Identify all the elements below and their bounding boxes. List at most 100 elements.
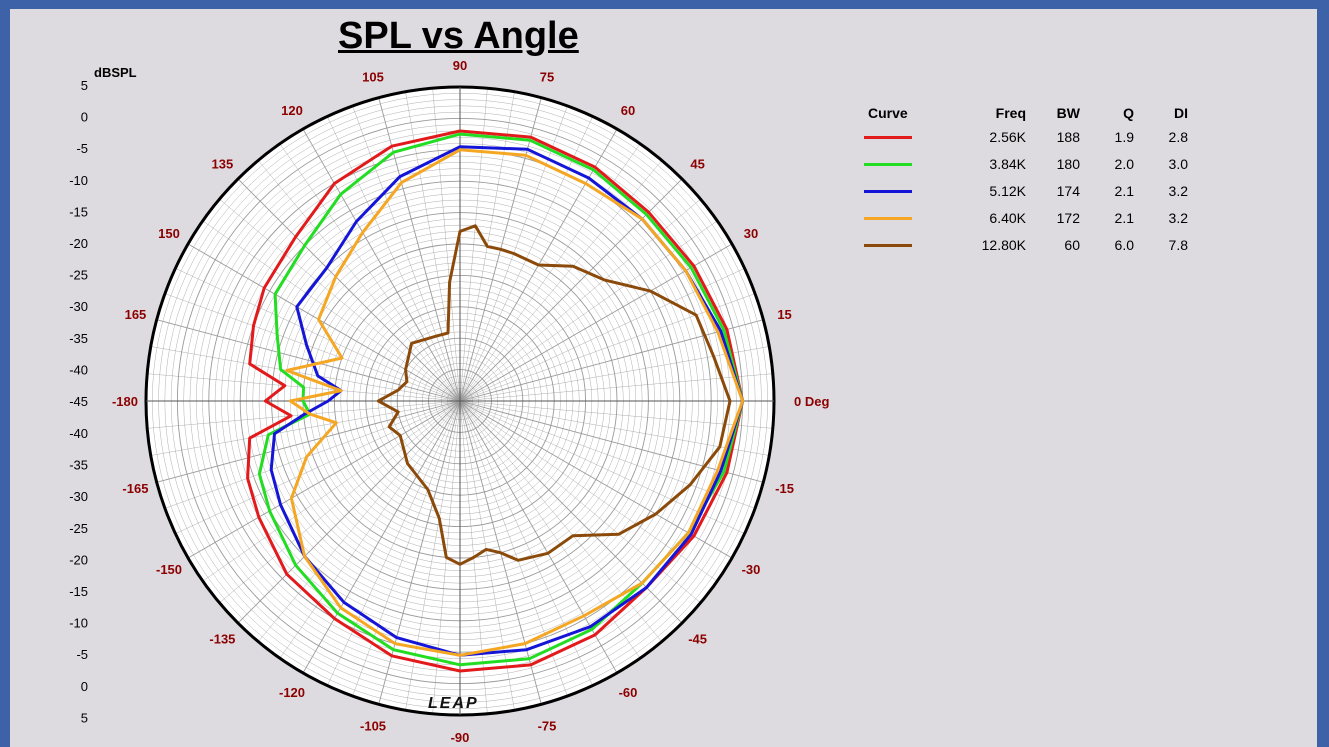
radial-tick-label: -5: [76, 647, 88, 662]
angle-gridline: [459, 400, 641, 659]
radial-axis-label: dBSPL: [94, 65, 137, 80]
angle-gridline: [459, 400, 733, 559]
radial-tick-label: -40: [69, 362, 88, 377]
radial-tick-label: -10: [69, 173, 88, 188]
radial-tick-label: 5: [81, 78, 88, 93]
legend-row: 6.40K 172 2.1 3.2: [860, 204, 1188, 231]
legend-swatch: [864, 217, 912, 221]
radial-tick-label: -30: [69, 489, 88, 504]
legend-q: 2.1: [1114, 209, 1134, 226]
legend-di: 3.2: [1168, 209, 1188, 226]
radial-tick-label: 5: [81, 710, 88, 725]
angle-gridline: [150, 346, 461, 402]
legend-q: 2.1: [1114, 182, 1134, 199]
angle-gridline: [459, 143, 641, 402]
angle-gridline: [202, 400, 461, 582]
legend-freq: 5.12K: [989, 182, 1026, 199]
chart-title: SPL vs Angle: [338, 15, 579, 57]
axis-labels: 0 Deg 15 30 45 60 75 90 105 120 135 150 165 -180 -15 -…: [69, 58, 829, 745]
legend-swatch-cell: [860, 150, 930, 177]
legend-row: 5.12K 174 2.1 3.2: [860, 177, 1188, 204]
angle-gridline: [459, 220, 718, 402]
angle-label: -90: [451, 730, 470, 745]
angle-label: 0 Deg: [794, 394, 829, 409]
legend-header-row: Curve Freq BW Q DI: [860, 103, 1188, 123]
angle-gridline: [302, 128, 461, 402]
polar-grid: [144, 85, 776, 717]
angle-gridline: [459, 400, 764, 483]
legend-swatch-cell: [860, 123, 930, 150]
legend-row: 12.80K 60 6.0 7.8: [860, 231, 1188, 258]
angle-gridline: [164, 400, 461, 509]
angle-gridline: [237, 400, 461, 624]
angle-label: 90: [453, 58, 467, 73]
radial-tick-label: -45: [69, 394, 88, 409]
angle-gridline: [352, 105, 461, 402]
angle-label: -105: [360, 719, 386, 734]
angle-gridline: [459, 178, 683, 402]
angle-gridline: [156, 319, 461, 402]
angle-label: 75: [540, 69, 554, 84]
radial-tick-label: -15: [69, 204, 88, 219]
legend-freq: 2.56K: [989, 128, 1026, 145]
angle-label: -150: [156, 562, 182, 577]
legend-header-q: Q: [1123, 105, 1134, 121]
radial-tick-label: -20: [69, 236, 88, 251]
angle-label: 60: [621, 103, 635, 118]
angle-label: -75: [538, 719, 557, 734]
legend-freq: 6.40K: [989, 209, 1026, 226]
angle-label: -120: [279, 685, 305, 700]
legend-bw: 172: [1056, 209, 1080, 226]
radial-tick-label: -20: [69, 552, 88, 567]
legend-swatch-cell: [860, 177, 930, 204]
radial-tick-label: -25: [69, 521, 88, 536]
angle-gridline: [378, 400, 461, 705]
series-curve-1: [246, 129, 745, 673]
angle-gridline: [258, 400, 461, 642]
radial-tick-label: -25: [69, 268, 88, 283]
legend-swatch: [864, 136, 912, 140]
legend-q: 1.9: [1114, 128, 1134, 145]
angle-label: 135: [212, 156, 234, 171]
legend-swatch-cell: [860, 204, 930, 231]
angle-label: 105: [362, 69, 384, 84]
chart-canvas: 0 Deg 15 30 45 60 75 90 105 120 135 150 165 -180 -15 -…: [10, 9, 1317, 747]
series-curve-4: [285, 148, 745, 657]
radial-tick-label: -15: [69, 584, 88, 599]
legend-bw: 180: [1056, 155, 1080, 172]
angle-gridline: [219, 400, 461, 603]
radial-tick-label: -35: [69, 458, 88, 473]
legend-swatch-cell: [860, 231, 930, 258]
radial-tick-label: -10: [69, 616, 88, 631]
angle-label: 150: [158, 226, 180, 241]
legend-header-bw: BW: [1056, 105, 1080, 121]
angle-gridline: [302, 400, 461, 674]
angle-gridline: [279, 143, 461, 402]
angle-label: -15: [775, 481, 794, 496]
angle-gridline: [258, 160, 461, 402]
legend-di: 2.8: [1168, 128, 1188, 145]
legend-swatch: [864, 190, 912, 194]
series-curve-5: [376, 224, 732, 566]
angle-gridline: [459, 319, 764, 402]
radial-tick-label: -40: [69, 426, 88, 441]
angle-gridline: [175, 400, 461, 534]
angle-gridline: [279, 400, 461, 659]
legend-swatch: [864, 163, 912, 167]
legend-bw: 188: [1056, 128, 1080, 145]
angle-gridline: [378, 97, 461, 402]
angle-gridline: [459, 400, 773, 429]
angle-gridline: [459, 346, 770, 402]
angle-gridline: [352, 400, 461, 697]
angle-gridline: [459, 400, 568, 697]
leap-logo: LEAP: [428, 695, 479, 712]
angle-gridline: [150, 400, 461, 456]
angle-label: -165: [122, 481, 148, 496]
angle-gridline: [459, 400, 683, 624]
angle-label: -30: [742, 562, 761, 577]
radial-tick-label: -35: [69, 331, 88, 346]
angle-label: 15: [777, 307, 791, 322]
legend-di: 3.0: [1168, 155, 1188, 172]
angle-gridline: [405, 400, 461, 711]
angle-label: 30: [744, 226, 758, 241]
